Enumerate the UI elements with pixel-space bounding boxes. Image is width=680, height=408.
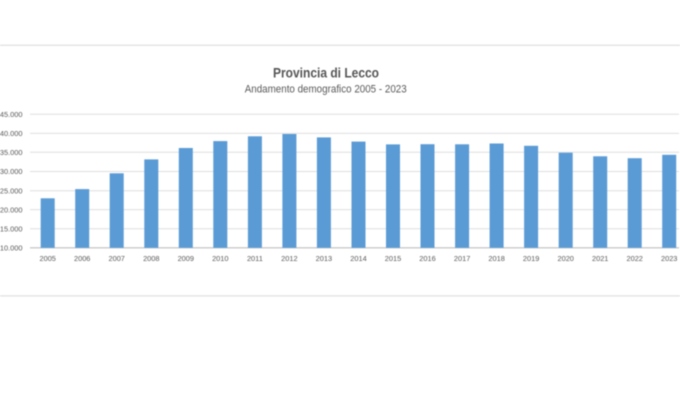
- svg-text:2006: 2006: [74, 254, 90, 263]
- svg-text:25.000: 25.000: [0, 186, 23, 195]
- svg-text:45.000: 45.000: [0, 110, 23, 119]
- svg-text:20.000: 20.000: [0, 205, 23, 214]
- svg-text:2021: 2021: [592, 254, 608, 263]
- svg-text:2007: 2007: [108, 254, 124, 263]
- svg-text:2009: 2009: [178, 254, 194, 263]
- svg-text:35.000: 35.000: [0, 148, 23, 157]
- svg-text:2017: 2017: [454, 254, 470, 263]
- svg-text:2010: 2010: [212, 254, 228, 263]
- svg-text:2019: 2019: [523, 254, 539, 263]
- svg-text:Provincia di Lecco: Provincia di Lecco: [273, 65, 379, 81]
- svg-text:2016: 2016: [419, 254, 435, 263]
- svg-text:2011: 2011: [247, 254, 263, 263]
- svg-text:2022: 2022: [626, 254, 642, 263]
- svg-text:2018: 2018: [488, 254, 504, 263]
- svg-text:2014: 2014: [350, 254, 366, 263]
- svg-text:2013: 2013: [316, 254, 332, 263]
- svg-text:40.000: 40.000: [0, 129, 23, 138]
- svg-text:10.000: 10.000: [0, 244, 23, 253]
- svg-text:2012: 2012: [281, 254, 297, 263]
- svg-text:2005: 2005: [39, 254, 55, 263]
- svg-text:2015: 2015: [385, 254, 401, 263]
- svg-text:2008: 2008: [143, 254, 159, 263]
- svg-text:Andamento demografico 2005 - 2: Andamento demografico 2005 - 2023: [245, 84, 407, 96]
- svg-text:30.000: 30.000: [0, 167, 23, 176]
- svg-text:15.000: 15.000: [0, 225, 23, 234]
- svg-text:2020: 2020: [557, 254, 573, 263]
- svg-text:2023: 2023: [661, 254, 677, 263]
